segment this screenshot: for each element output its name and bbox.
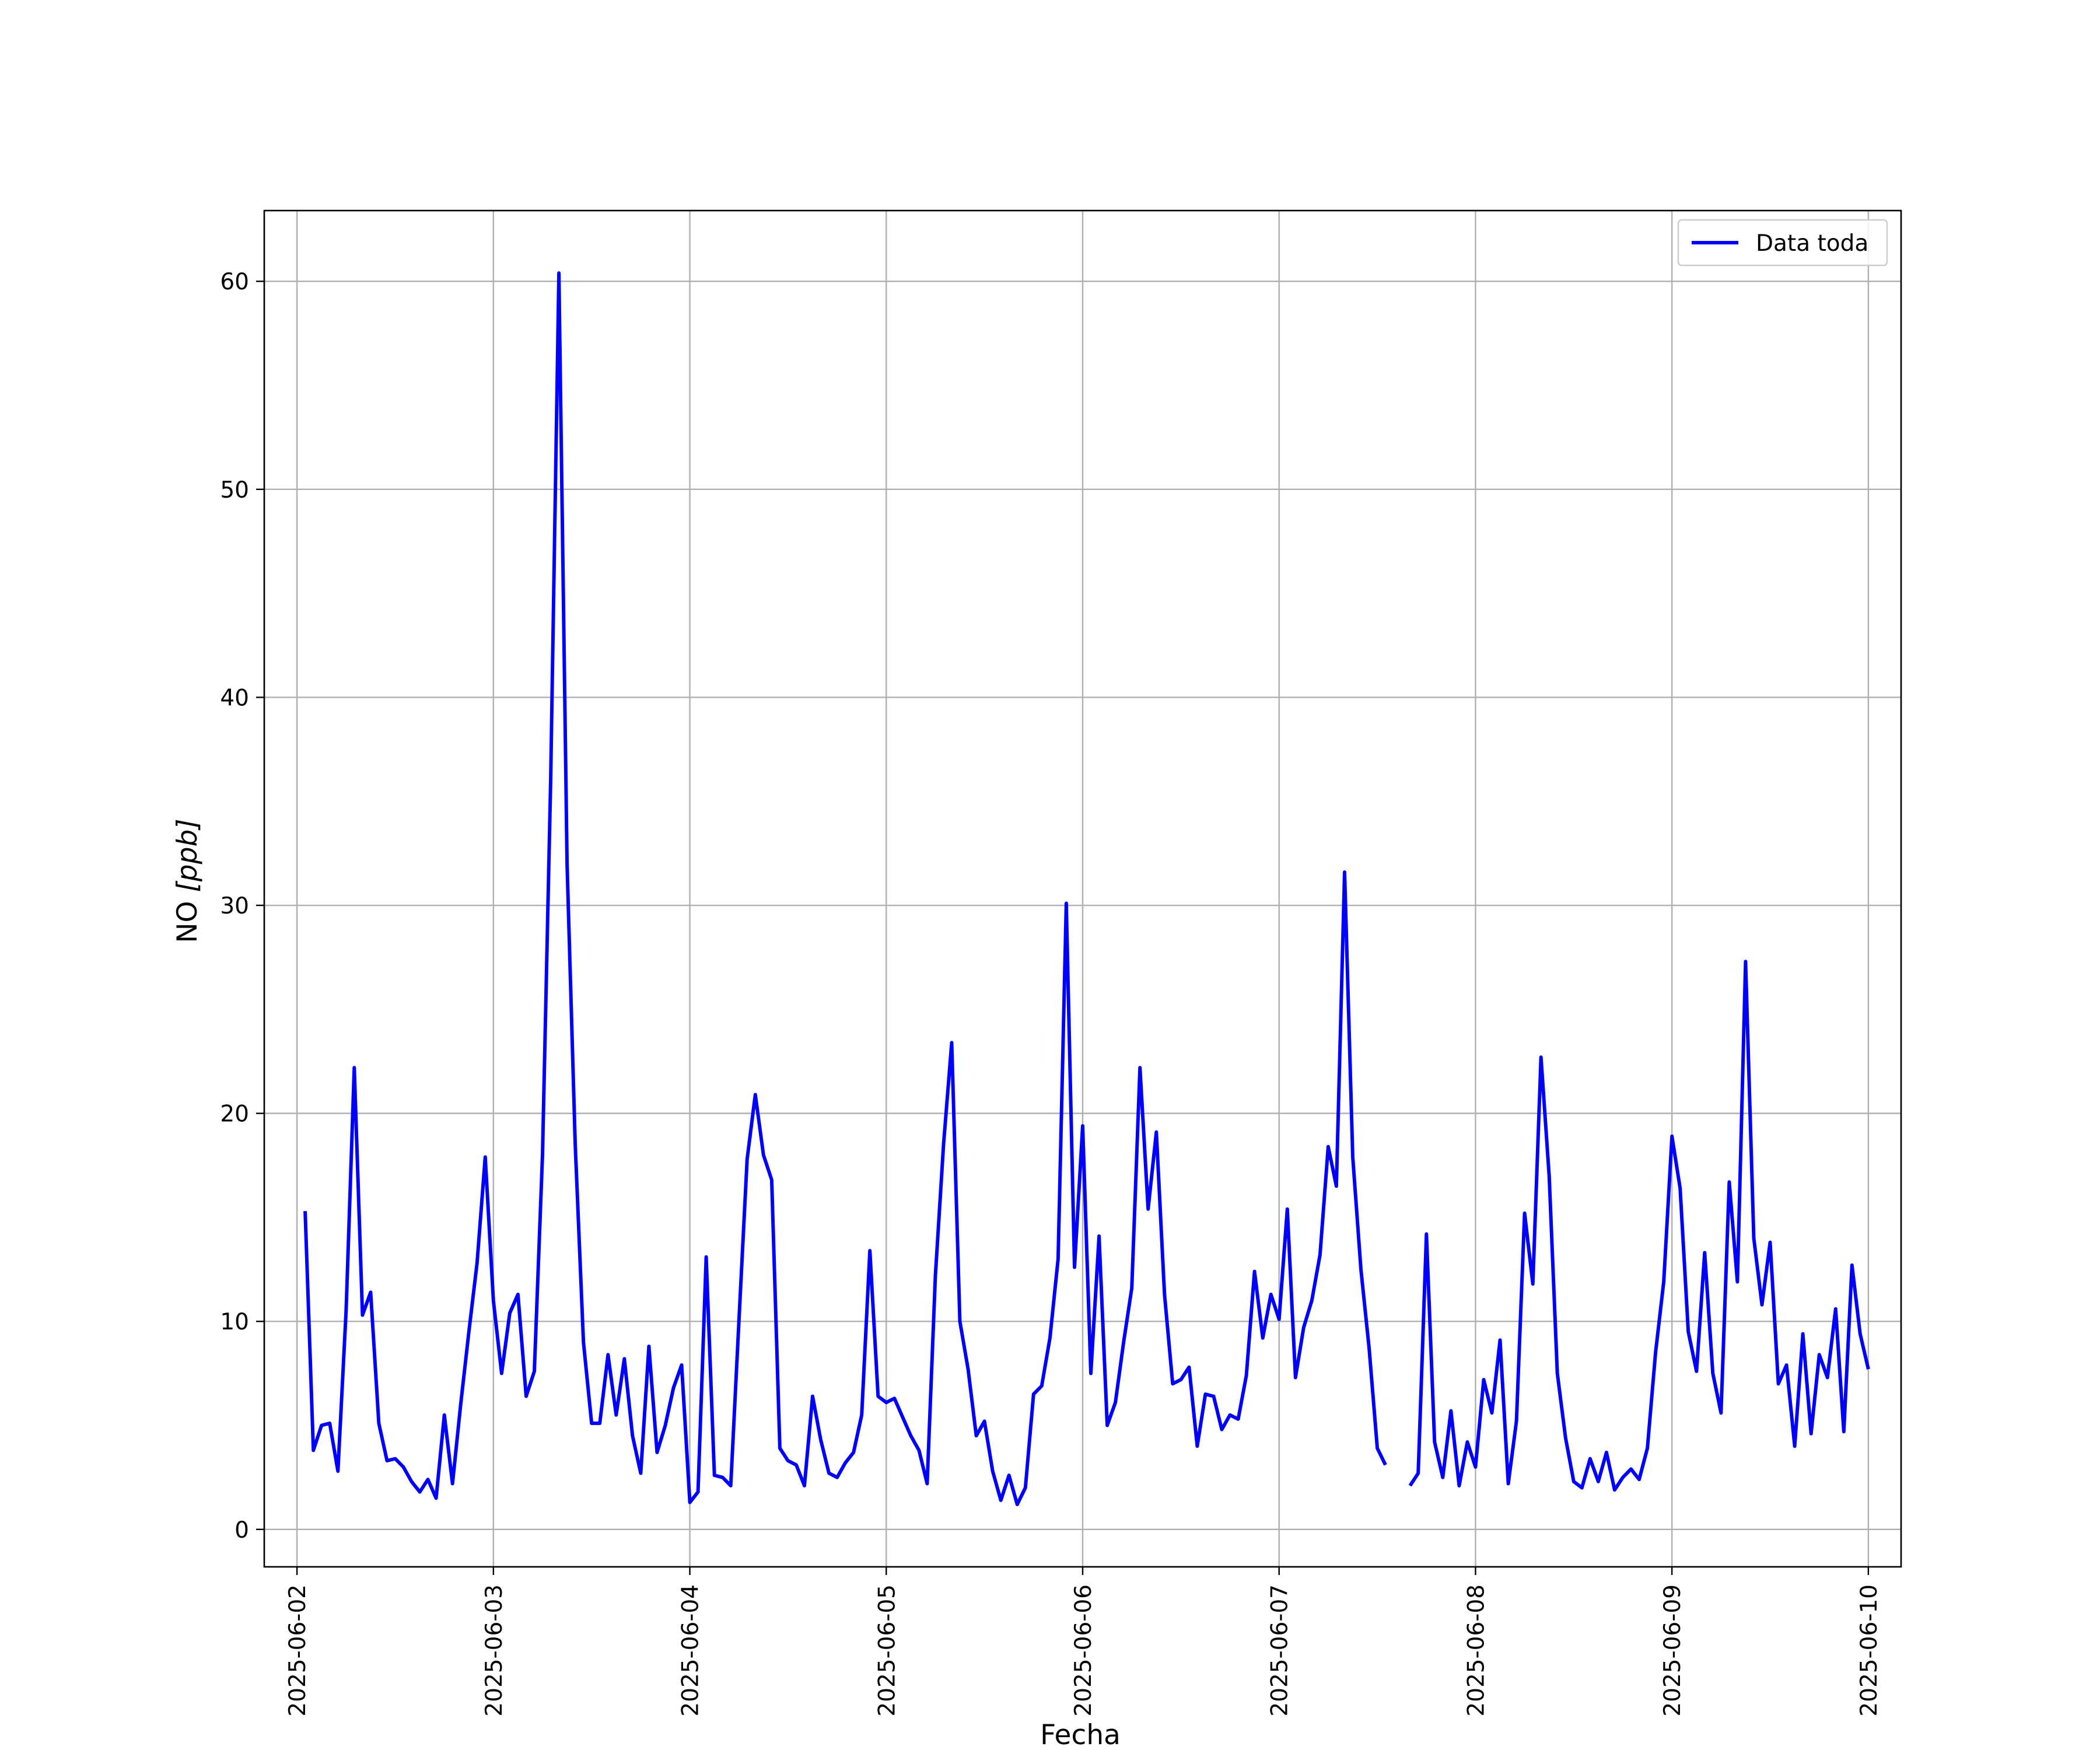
series-line-segment — [1408, 960, 1870, 1492]
x-axis-label: Fecha — [1040, 1719, 1121, 1750]
legend: Data toda — [1677, 219, 1888, 267]
x-tick-label: 2025-06-08 — [1463, 1584, 1489, 1717]
y-axis-label: NO [ppb] — [172, 818, 204, 943]
series-layer — [303, 271, 1870, 1506]
legend-label-data-toda: Data toda — [1756, 230, 1868, 257]
x-tick-label: 2025-06-06 — [1070, 1584, 1097, 1717]
x-tick-label: 2025-06-04 — [678, 1584, 704, 1717]
y-axis-label-unit: [ppb] — [172, 818, 204, 892]
y-tick-label: 40 — [220, 685, 249, 711]
y-axis-label-quantity: NO — [172, 892, 204, 943]
legend-box — [1677, 219, 1888, 267]
x-tick-label: 2025-06-03 — [481, 1584, 508, 1717]
x-tick-label: 2025-06-09 — [1660, 1584, 1686, 1717]
y-tick-label: 10 — [220, 1309, 249, 1335]
y-tick-label: 60 — [220, 269, 249, 295]
series-line-segment — [303, 271, 1387, 1506]
y-tick-label: 0 — [235, 1517, 249, 1544]
x-tick-label: 2025-06-02 — [285, 1584, 311, 1717]
y-tick-label: 30 — [220, 893, 249, 919]
y-tick-label: 50 — [220, 477, 249, 503]
x-tick-label: 2025-06-07 — [1267, 1584, 1293, 1717]
x-tick-label: 2025-06-05 — [874, 1584, 900, 1717]
y-tick-label: 20 — [220, 1101, 249, 1128]
x-tick-label: 2025-06-10 — [1856, 1584, 1882, 1717]
ticks-layer: 2025-06-02 2025-06-03 2025-06-04 2025-06-05… — [220, 269, 1882, 1716]
grid-layer — [264, 211, 1901, 1567]
